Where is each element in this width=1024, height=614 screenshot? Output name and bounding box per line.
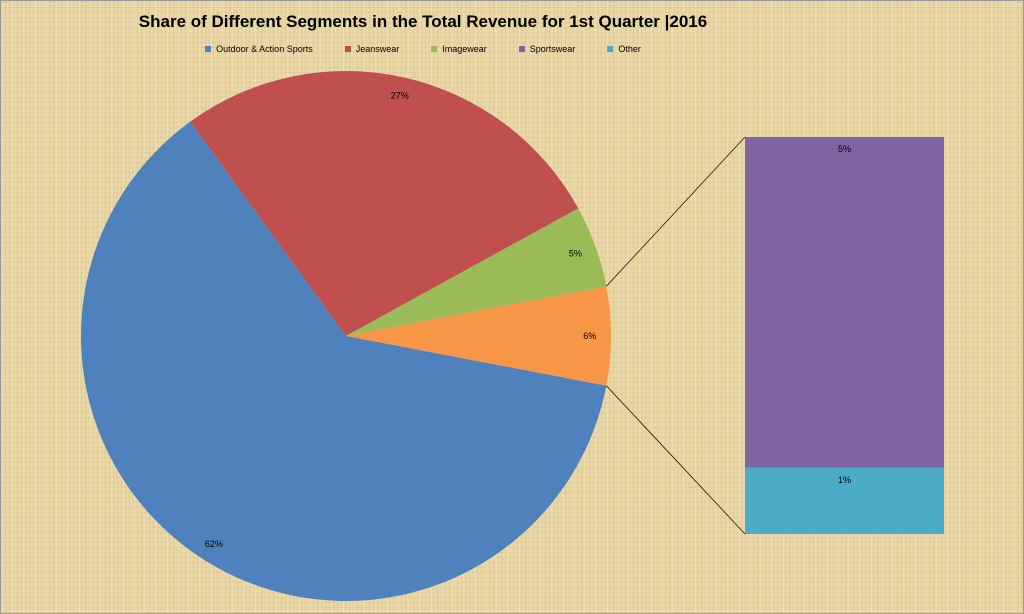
- chart-title: Share of Different Segments in the Total…: [138, 12, 708, 31]
- connector-line-top: [606, 136, 746, 287]
- legend-swatch: [518, 46, 525, 52]
- bar-segment-sportswear: [745, 137, 944, 468]
- legend-label: Outdoor & Action Sports: [216, 44, 313, 54]
- connector-line-bottom: [606, 385, 746, 535]
- pie-slice-imagewear: [346, 208, 607, 336]
- data-label-sportswear: 5%: [838, 144, 851, 154]
- data-label-outdoor-and-action-sports: 62%: [205, 539, 223, 549]
- legend-swatch: [205, 46, 212, 52]
- pie-slice-outdoor-and-action-sports: [81, 121, 607, 601]
- legend-label: Imagewear: [442, 44, 487, 54]
- legend-item-jeanswear: Jeanswear: [344, 44, 400, 54]
- legend-swatch: [607, 46, 614, 52]
- legend-item-sportswear: Sportswear: [518, 44, 576, 54]
- legend-label: Jeanswear: [355, 44, 400, 54]
- pie-slice-other-combined: [346, 286, 612, 386]
- pie-slice-jeanswear: [190, 71, 579, 336]
- legend-item-outdoor-and-action-sports: Outdoor & Action Sports: [205, 44, 313, 54]
- legend-swatch: [431, 46, 438, 52]
- bar-segment-other: [745, 467, 944, 534]
- legend-swatch: [344, 46, 351, 52]
- data-label-other-combined: 6%: [583, 331, 596, 341]
- data-label-other: 1%: [838, 475, 851, 485]
- legend-label: Sportswear: [529, 44, 576, 54]
- legend-item-other: Other: [607, 44, 641, 54]
- legend-label: Other: [618, 44, 641, 54]
- data-label-imagewear: 5%: [569, 248, 582, 258]
- data-label-jeanswear: 27%: [391, 91, 409, 101]
- legend-item-imagewear: Imagewear: [431, 44, 487, 54]
- legend: Outdoor & Action Sports Jeanswear Imagewea…: [1, 44, 845, 54]
